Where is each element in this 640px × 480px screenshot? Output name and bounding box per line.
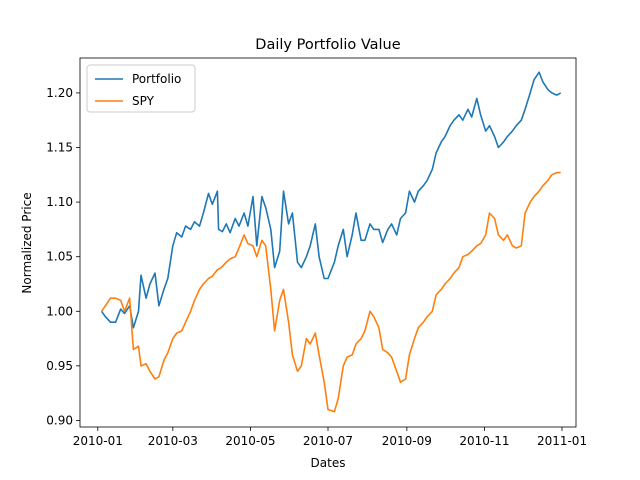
y-tick-label: 1.15 [46, 141, 73, 155]
x-tick-label: 2010-07 [303, 434, 353, 448]
y-tick-label: 1.00 [46, 304, 73, 318]
x-tick-label: 2010-11 [459, 434, 509, 448]
x-tick-label: 2010-03 [148, 434, 198, 448]
y-tick-label: 1.05 [46, 250, 73, 264]
y-tick-label: 0.90 [46, 413, 73, 427]
x-tick-label: 2010-09 [382, 434, 432, 448]
chart-title: Daily Portfolio Value [255, 37, 400, 53]
plot-area: 2010-01 2010-03 2010-05 2010-07 2010-09 2010-… [46, 57, 587, 448]
x-axis-title: Dates [311, 456, 346, 470]
y-tick-label: 0.95 [46, 359, 73, 373]
x-tick-label: 2010-05 [225, 434, 275, 448]
x-tick-label: 2011-01 [537, 434, 587, 448]
legend: Portfolio SPY [86, 64, 196, 113]
series-line-1 [100, 171, 561, 413]
y-tick-label: 1.10 [46, 195, 73, 209]
legend-label-1: SPY [132, 94, 155, 108]
y-axis-title: Normalized Price [20, 192, 34, 293]
legend-label-0: Portfolio [132, 72, 181, 86]
y-tick-label: 1.20 [46, 86, 73, 100]
x-tick-label: 2010-01 [73, 434, 123, 448]
series-line-0 [100, 71, 562, 329]
